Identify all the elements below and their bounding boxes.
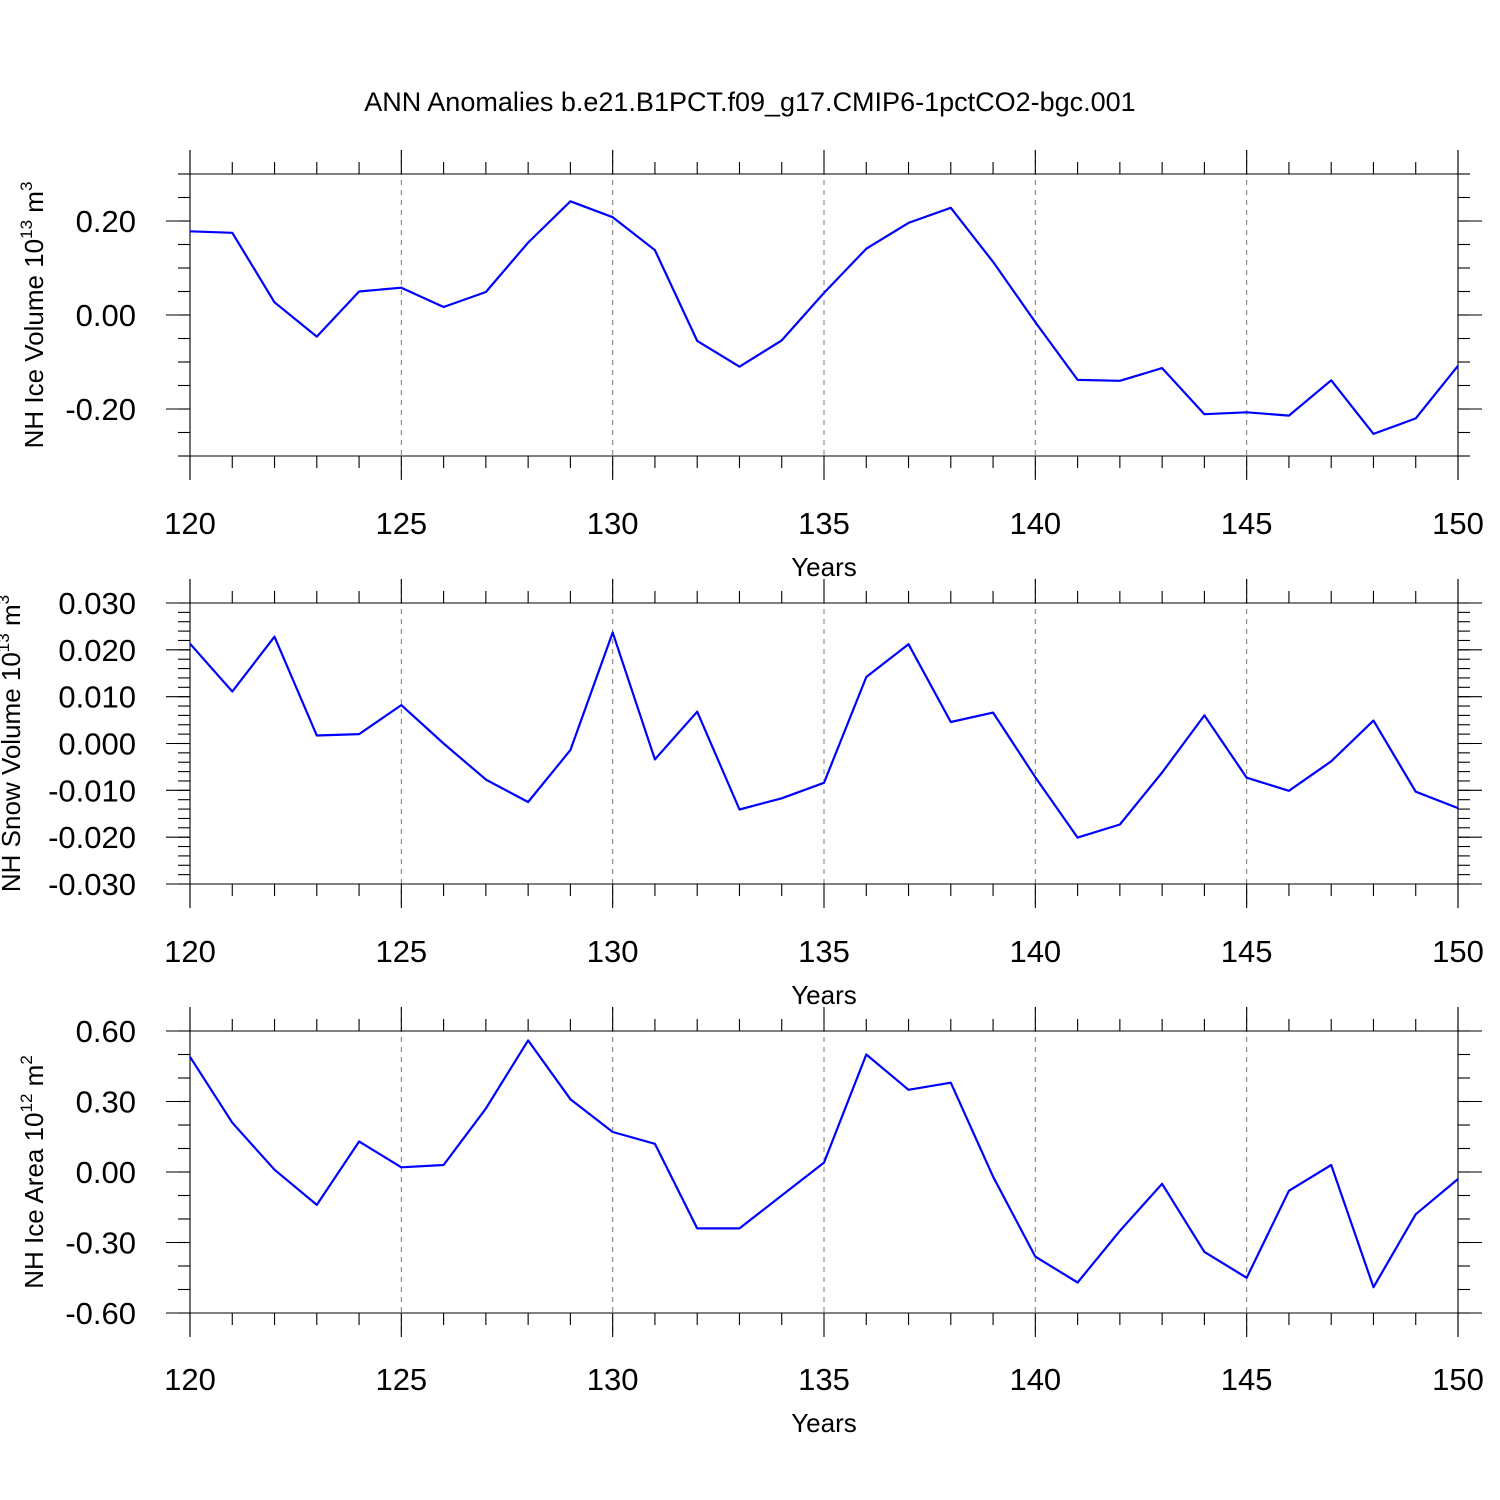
y-tick-label: 0.030 — [58, 586, 136, 621]
series-line-ice-area — [189, 1039, 1459, 1289]
y-axis-label: NH Ice Area 1012 m2 — [17, 1055, 49, 1289]
y-tick-label: 0.020 — [58, 633, 136, 668]
y-tick-label: -0.010 — [48, 773, 136, 808]
x-tick-label: 130 — [587, 1362, 639, 1397]
y-tick-label: 0.30 — [76, 1085, 136, 1120]
x-axis-label: Years — [791, 1408, 857, 1438]
x-tick-label: 140 — [1009, 506, 1061, 541]
panel-ice-volume: -0.20 0.00 0.20 120 125 130 135 140 145 150 Years N… — [17, 150, 1484, 582]
x-tick-label: 150 — [1432, 934, 1484, 969]
y-tick-label: 0.60 — [76, 1014, 136, 1049]
x-tick-label: 120 — [164, 934, 216, 969]
y-axis-label: NH Snow Volume 1013 m3 — [0, 595, 26, 892]
y-axis-label: NH Ice Volume 1013 m3 — [17, 182, 49, 449]
x-tick-label: 120 — [164, 1362, 216, 1397]
y-tick-label: -0.60 — [65, 1296, 136, 1331]
x-tick-label: 125 — [375, 506, 427, 541]
x-tick-label: 135 — [798, 1362, 850, 1397]
x-tick-label: 130 — [587, 934, 639, 969]
x-tick-label: 145 — [1221, 934, 1273, 969]
y-tick-label: -0.030 — [48, 867, 136, 902]
x-tick-label: 120 — [164, 506, 216, 541]
x-axis-label: Years — [791, 552, 857, 582]
x-tick-label: 150 — [1432, 506, 1484, 541]
x-tick-label: 135 — [798, 506, 850, 541]
x-tick-label: 145 — [1221, 1362, 1273, 1397]
figure-title: ANN Anomalies b.e21.B1PCT.f09_g17.CMIP6-… — [364, 87, 1135, 117]
y-tick-label: 0.00 — [76, 298, 136, 333]
x-tick-label: 150 — [1432, 1362, 1484, 1397]
x-tick-label: 125 — [375, 1362, 427, 1397]
panels: -0.20 0.00 0.20 120 125 130 135 140 145 150 Years N… — [0, 150, 1484, 1438]
series-line-snow-volume — [189, 631, 1459, 839]
y-tick-label: -0.30 — [65, 1226, 136, 1261]
x-tick-label: 135 — [798, 934, 850, 969]
x-tick-label: 140 — [1009, 934, 1061, 969]
x-tick-label: 140 — [1009, 1362, 1061, 1397]
x-tick-label: 125 — [375, 934, 427, 969]
x-tick-label: 145 — [1221, 506, 1273, 541]
y-tick-label: -0.020 — [48, 820, 136, 855]
x-tick-label: 130 — [587, 506, 639, 541]
y-tick-label: 0.00 — [76, 1155, 136, 1190]
y-tick-label: 0.20 — [76, 204, 136, 239]
y-tick-label: 0.000 — [58, 727, 136, 762]
y-tick-label: 0.010 — [58, 680, 136, 715]
x-axis-label: Years — [791, 980, 857, 1010]
series-line-ice-volume — [189, 200, 1459, 435]
panel-snow-volume: -0.030 -0.020 -0.010 0.000 0.010 0.020 0.030 12… — [0, 579, 1484, 1010]
panel-ice-area: -0.60 -0.30 0.00 0.30 0.60 120 125 130 135 140 145… — [17, 1007, 1484, 1438]
y-tick-label: -0.20 — [65, 392, 136, 427]
